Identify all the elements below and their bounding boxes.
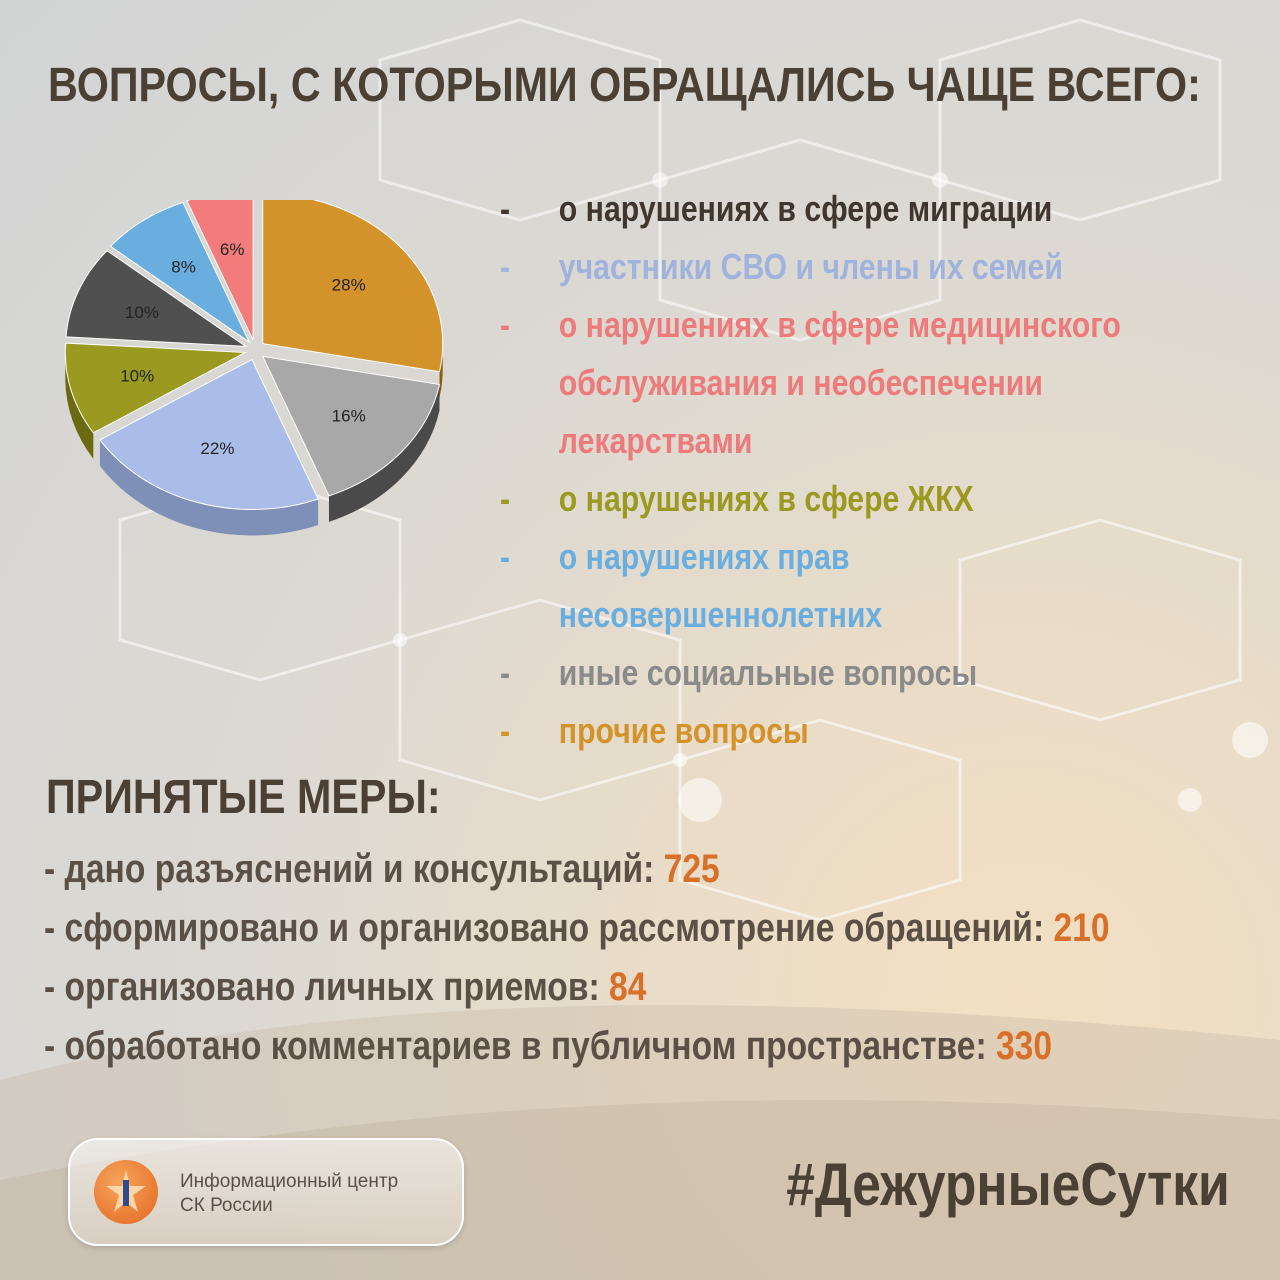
legend-text: о нарушениях прав <box>558 536 850 577</box>
legend-text: о нарушениях в сфере миграции <box>558 188 1053 229</box>
legend-text: иные социальные вопросы <box>558 652 978 693</box>
pie-slice <box>262 200 444 373</box>
legend-item: - иные социальные вопросы <box>500 644 1239 702</box>
legend-dash: - <box>500 536 511 577</box>
page-title: ВОПРОСЫ, С КОТОРЫМИ ОБРАЩАЛИСЬ ЧАЩЕ ВСЕГ… <box>48 59 1201 112</box>
measure-value: 330 <box>995 1024 1053 1068</box>
pie-slice-side <box>328 384 440 522</box>
legend-text: несовершеннолетних <box>558 594 883 635</box>
legend-dash: - <box>500 304 511 345</box>
measure-label: - дано разъяснений и консультаций: <box>44 847 664 891</box>
legend-item: - о нарушениях в сфере медицинского <box>500 296 1239 354</box>
pie-slice <box>64 342 248 434</box>
measure-row: - дано разъяснений и консультаций: 725 <box>44 840 1069 899</box>
pie-slice-label: 6% <box>220 240 245 259</box>
measure-value: 84 <box>609 965 647 1009</box>
info-center-badge: Информационный центр СК России <box>68 1138 464 1246</box>
badge-line-2: СК России <box>180 1195 273 1216</box>
pie-slice-label: 22% <box>200 439 234 458</box>
legend-item: - о нарушениях в сфере миграции <box>500 180 1239 238</box>
measure-row: - обработано комментариев в публичном пр… <box>44 1017 1069 1076</box>
pie-slice-side <box>439 343 443 398</box>
legend-dash: - <box>500 478 511 519</box>
pie-chart: 28% 16% 22% 10% 10% 8% 6% <box>64 200 444 536</box>
measure-row: - организовано личных приемов: 84 <box>44 958 1069 1017</box>
legend-dash <box>500 354 559 412</box>
pie-slice-side <box>99 439 319 536</box>
pie-slice-label: 8% <box>171 258 196 277</box>
legend-dash: - <box>500 710 511 751</box>
legend: - о нарушениях в сфере миграции - участники… <box>500 180 1260 760</box>
legend-dash: - <box>500 246 511 287</box>
measures-list: - дано разъяснений и консультаций: 725- … <box>44 840 1264 1076</box>
legend-text: участники СВО и члены их семей <box>558 246 1063 287</box>
legend-item: - прочие вопросы <box>500 702 1239 760</box>
measure-value: 725 <box>663 847 720 891</box>
pie-slice-label: 10% <box>125 303 159 322</box>
pie-slice <box>99 358 319 510</box>
measure-label: - сформировано и организовано рассмотрен… <box>44 906 1054 950</box>
legend-item: несовершеннолетних <box>500 586 1239 644</box>
legend-dash: - <box>500 188 511 229</box>
legend-text: обслуживания и необеспечении <box>558 362 1043 403</box>
measure-label: - обработано комментариев в публичном пр… <box>44 1024 996 1068</box>
legend-text: о нарушениях в сфере ЖКХ <box>558 478 974 519</box>
legend-item: лекарствами <box>500 412 1239 470</box>
pie-slice-label: 28% <box>332 275 366 294</box>
investigative-committee-emblem-icon <box>94 1160 158 1224</box>
pie-slice <box>109 201 251 344</box>
hashtag: #ДежурныеСутки <box>786 1151 1230 1218</box>
pie-slice <box>261 355 441 497</box>
legend-item: - участники СВО и члены их семей <box>500 238 1239 296</box>
pie-slice-side <box>65 352 94 459</box>
measure-row: - сформировано и организовано рассмотрен… <box>44 899 1110 958</box>
legend-dash <box>500 586 559 644</box>
measure-value: 210 <box>1053 906 1110 950</box>
measure-label: - организовано личных приемов: <box>44 965 610 1009</box>
legend-item: - о нарушениях прав <box>500 528 1239 586</box>
badge-line-1: Информационный центр <box>180 1171 399 1192</box>
legend-text: прочие вопросы <box>558 710 809 751</box>
legend-item: обслуживания и необеспечении <box>500 354 1239 412</box>
legend-text: о нарушениях в сфере медицинского <box>558 304 1121 345</box>
legend-item: - о нарушениях в сфере ЖКХ <box>500 470 1239 528</box>
pie-slice <box>186 200 254 341</box>
measures-title: ПРИНЯТЫЕ МЕРЫ: <box>46 771 441 824</box>
pie-slice-label: 10% <box>120 367 154 386</box>
legend-dash: - <box>500 652 511 693</box>
legend-dash <box>500 412 559 470</box>
pie-slice-label: 16% <box>332 407 366 426</box>
legend-text: лекарствами <box>558 420 753 461</box>
pie-slice <box>65 250 248 347</box>
